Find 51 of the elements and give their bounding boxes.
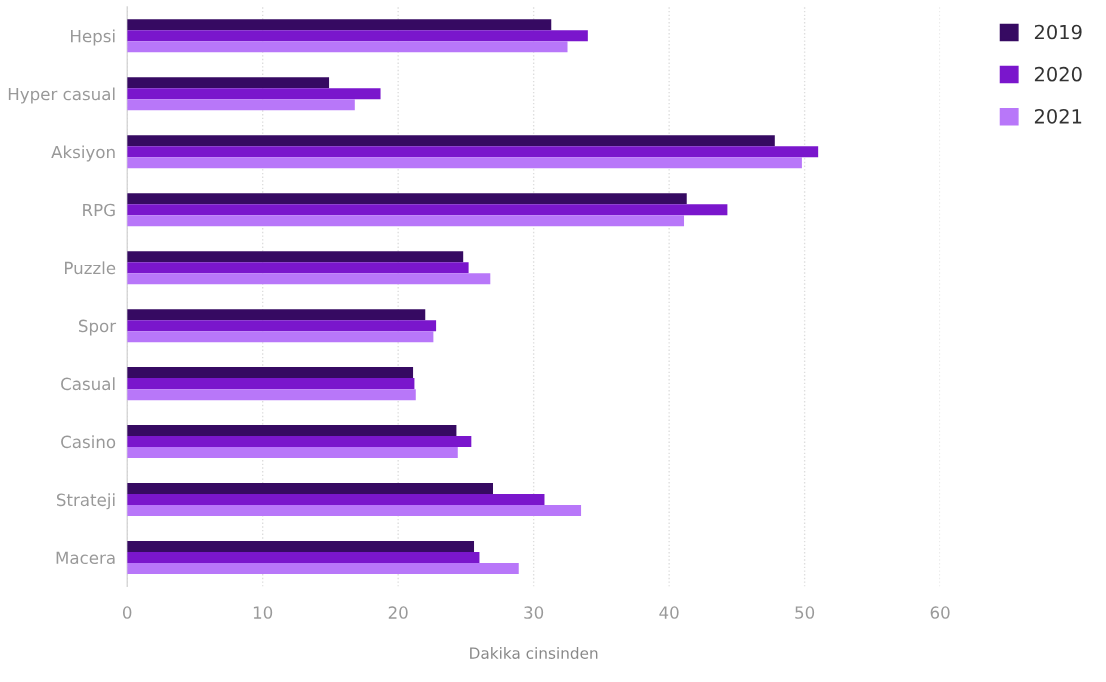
x-tick-label: 40 [659,606,679,619]
bar [127,320,437,332]
bar [127,483,493,495]
bar [127,146,819,158]
y-tick-label: RPG [83,203,115,217]
bar [127,19,552,31]
x-tick-label: 60 [930,606,950,619]
bar [127,447,458,459]
bar [127,436,472,448]
bar [127,309,426,321]
bar [127,88,381,100]
bar [127,193,687,205]
x-tick-label: 10 [253,606,273,619]
y-tick-label: Spor [78,319,117,336]
bar [127,552,480,564]
x-axis-title: Dakika cinsinden [470,647,598,659]
y-tick-label: Hepsi [71,29,115,46]
x-tick-label: 30 [524,606,544,619]
bar [127,262,469,274]
bar [127,30,588,42]
bar [127,273,491,285]
bar [127,251,464,263]
bar [127,215,685,227]
bar [127,425,457,437]
bar [127,204,728,216]
y-tick-label: Macera [56,551,115,565]
bar [127,505,582,517]
bar [127,99,355,111]
legend-label: 2020 [1034,66,1082,82]
x-tick-label: 50 [795,606,815,619]
legend-label: 2019 [1034,24,1082,40]
y-tick-label: Aksiyon [51,145,115,162]
bar [127,157,802,169]
bar [127,563,519,575]
y-tick-label: Hyper casual [8,87,115,104]
bar [127,41,568,53]
y-tick-label: Casual [61,377,115,391]
bar [127,331,434,343]
bar [127,135,775,147]
bar [127,378,415,390]
bar [127,389,416,401]
y-tick-label: Strateji [56,493,115,510]
x-tick-label: 0 [122,606,132,619]
x-tick-label: 20 [388,606,408,619]
y-tick-label: Puzzle [65,261,116,275]
bar [127,541,475,553]
y-tick-label: Casino [61,435,116,449]
bar [127,494,545,506]
bar [127,77,330,89]
bar [127,367,414,379]
legend-label: 2021 [1034,108,1082,124]
